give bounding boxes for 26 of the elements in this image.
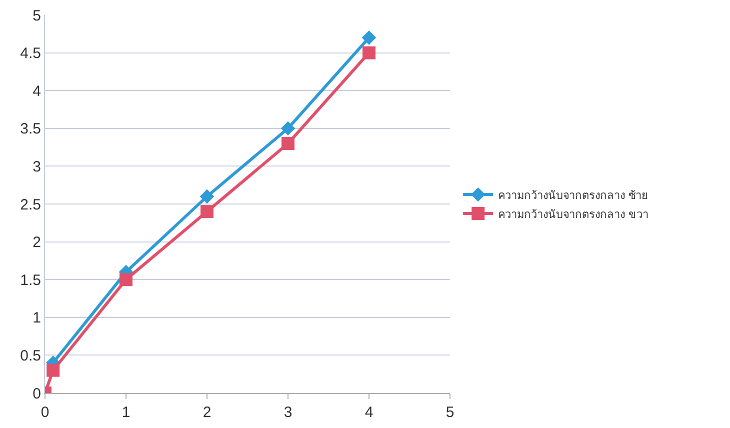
y-tick-label: 3.5 — [20, 120, 41, 138]
x-tick-label: 2 — [202, 404, 212, 421]
point — [46, 364, 60, 377]
y-tick-label: 3 — [32, 158, 41, 176]
y-tick-label: 5 — [32, 7, 41, 24]
legend-label: ความกว้างนับจากตรงกลาง ซ้าย — [498, 188, 648, 202]
point — [280, 121, 296, 136]
y-tick-label: 1 — [32, 310, 41, 327]
x-tick-label: 4 — [364, 404, 374, 421]
x-tick-label: 5 — [446, 404, 454, 421]
x-tick-label: 1 — [122, 404, 130, 421]
point — [282, 137, 294, 150]
y-tick-label: 2.5 — [20, 196, 41, 214]
point — [200, 189, 214, 204]
y-tick-label: 4.5 — [20, 45, 41, 62]
point — [362, 30, 376, 45]
point — [362, 46, 376, 60]
y-tick-label: 2 — [32, 234, 41, 252]
x-tick-label: 3 — [284, 404, 292, 421]
y-tick-label: 1.5 — [20, 272, 41, 289]
point — [200, 205, 214, 218]
point — [120, 273, 132, 286]
legend-label: ความกว้างนับจากตรงกลาง ขวา — [498, 208, 649, 221]
y-tick-label: 0.5 — [20, 347, 41, 364]
y-tick-label: 4 — [32, 82, 41, 100]
y-tick-label: 0 — [32, 385, 41, 402]
